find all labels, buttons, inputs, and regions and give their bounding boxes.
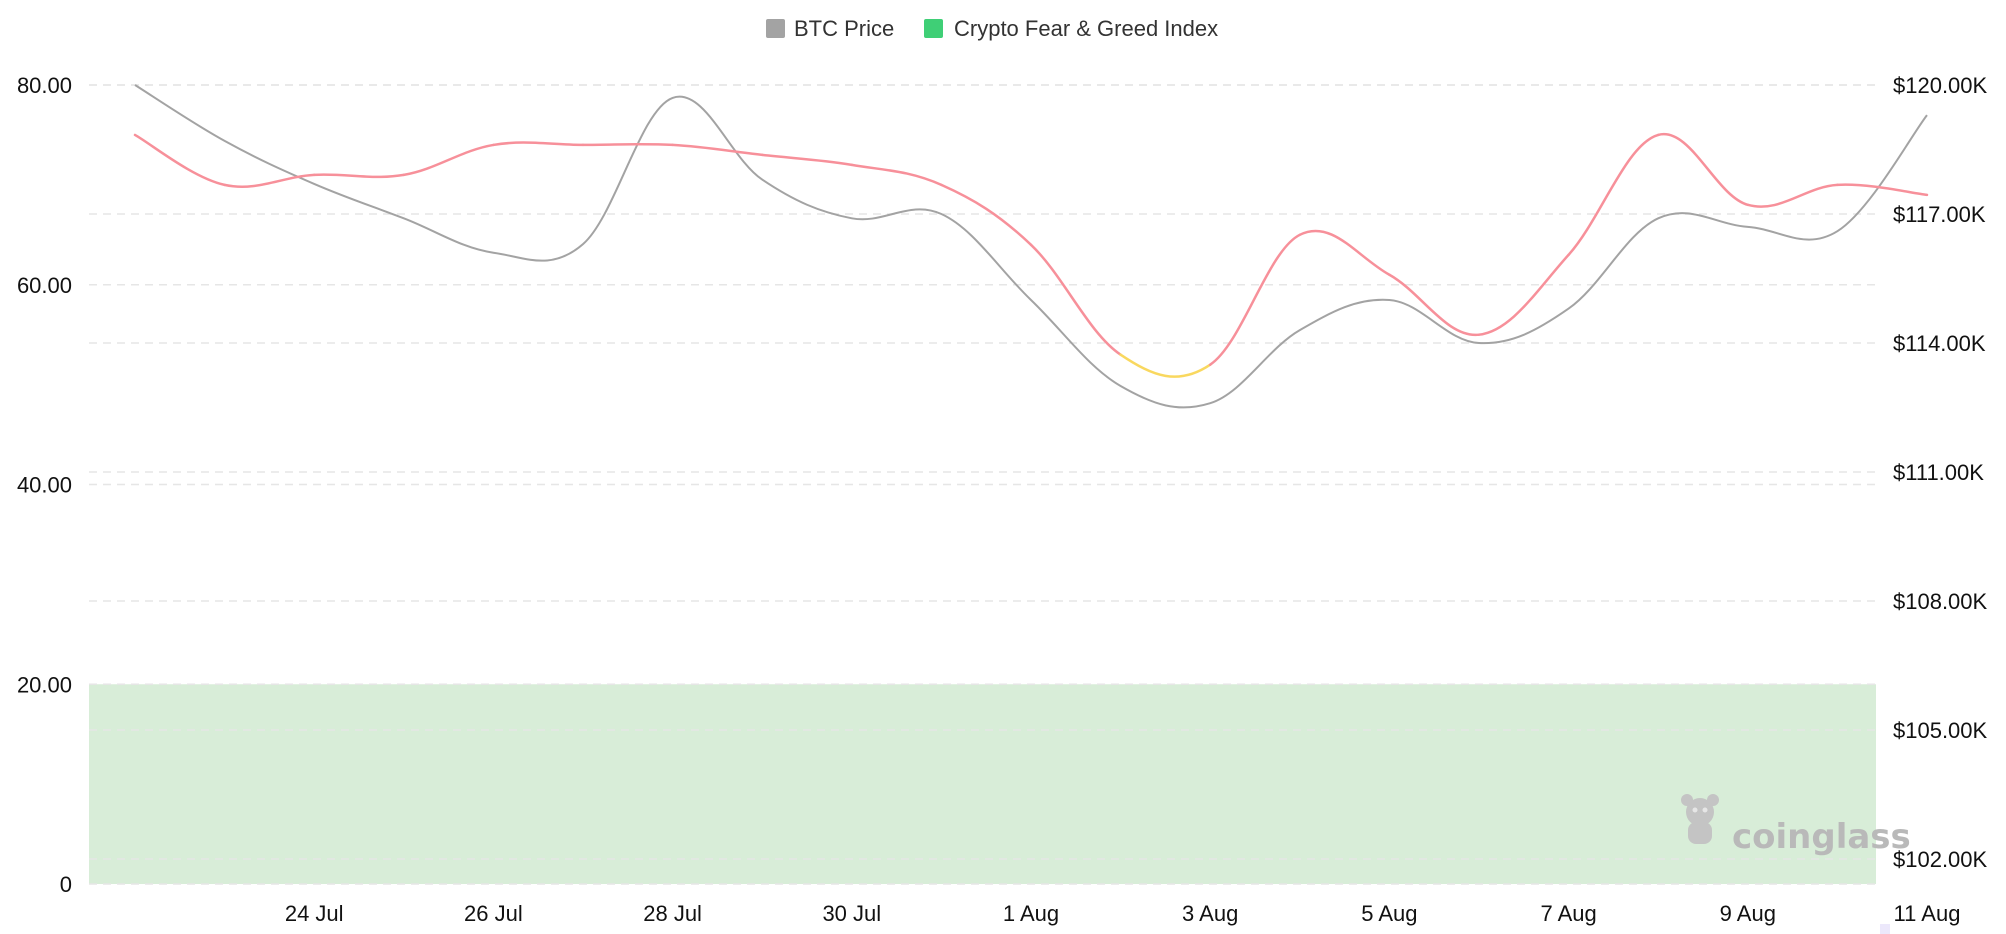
- watermark-text: coinglass: [1732, 817, 1911, 857]
- legend-swatch-fear-greed: [924, 19, 943, 38]
- x-axis: 24 Jul 26 Jul 28 Jul 30 Jul 1 Aug 3 Aug 5 Aug 7…: [285, 901, 1961, 926]
- fear-greed-line-segment: [1119, 353, 1212, 378]
- right-axis: $102.00K $105.00K $108.00K $111.00K $114.00K…: [1893, 73, 1988, 872]
- legend-label-btc-price: BTC Price: [794, 16, 894, 41]
- right-axis-tick-label: $114.00K: [1893, 331, 1986, 356]
- fear-greed-line-segment: [1836, 183, 1929, 197]
- btc-price-series: [134, 84, 1928, 409]
- fear-greed-line-segment: [581, 142, 674, 147]
- fear-zone-band: [89, 684, 1876, 884]
- fear-greed-line-segment: [1567, 133, 1660, 257]
- left-axis-tick-label: 20.00: [17, 672, 72, 697]
- fear-greed-line-segment: [1208, 233, 1302, 366]
- x-axis-tick-label: 24 Jul: [285, 901, 344, 926]
- fear-greed-line-segment: [312, 173, 406, 179]
- fear-greed-line-segment: [760, 153, 854, 167]
- fear-greed-line-segment: [133, 133, 226, 187]
- right-axis-tick-label: $117.00K: [1893, 202, 1986, 227]
- x-axis-tick-label: 7 Aug: [1540, 901, 1596, 926]
- legend-item-btc-price[interactable]: BTC Price: [766, 16, 894, 41]
- fear-greed-line-segment: [402, 143, 495, 177]
- x-axis-tick-label: 3 Aug: [1182, 901, 1238, 926]
- fear-greed-line-segment: [1477, 253, 1570, 336]
- x-axis-tick-label: 26 Jul: [464, 901, 523, 926]
- legend-label-fear-greed: Crypto Fear & Greed Index: [954, 16, 1218, 41]
- right-axis-tick-label: $105.00K: [1893, 718, 1988, 743]
- left-axis-tick-label: 60.00: [17, 273, 72, 298]
- btc-price-line: [134, 84, 1928, 409]
- left-axis: 0 20.00 40.00 60.00 80.00: [17, 73, 72, 897]
- right-gridlines: [89, 84, 1876, 860]
- fear-greed-line-segment: [1029, 243, 1122, 356]
- left-axis-tick-label: 40.00: [17, 473, 72, 498]
- right-axis-tick-label: $108.00K: [1893, 589, 1988, 614]
- right-axis-tick-label: $111.00K: [1893, 460, 1984, 485]
- x-axis-tick-label: 30 Jul: [822, 901, 881, 926]
- fear-greed-series: [133, 133, 1929, 378]
- fear-greed-line-segment: [1656, 133, 1750, 207]
- fear-greed-line-segment: [850, 163, 943, 187]
- x-axis-tick-label: 11 Aug: [1894, 901, 1961, 926]
- fear-greed-line-segment: [671, 143, 764, 157]
- fear-greed-line-segment: [223, 173, 316, 189]
- right-axis-tick-label: $102.00K: [1893, 847, 1988, 872]
- coinglass-logo-icon: [1681, 794, 1719, 844]
- fear-greed-line-segment: [1298, 229, 1391, 277]
- legend-swatch-btc-price: [766, 19, 785, 38]
- corner-marker: [1880, 924, 1890, 934]
- x-axis-tick-label: 28 Jul: [643, 901, 702, 926]
- x-axis-tick-label: 1 Aug: [1003, 901, 1059, 926]
- x-axis-tick-label: 5 Aug: [1361, 901, 1417, 926]
- fear-greed-line-segment: [1746, 183, 1839, 208]
- fear-greed-line-segment: [940, 183, 1033, 247]
- fear-greed-line-segment: [492, 141, 585, 147]
- right-axis-tick-label: $120.00K: [1893, 73, 1988, 98]
- legend-item-fear-greed[interactable]: Crypto Fear & Greed Index: [924, 16, 1218, 41]
- left-axis-tick-label: 0: [60, 872, 72, 897]
- left-axis-tick-label: 80.00: [17, 73, 72, 98]
- legend: BTC Price Crypto Fear & Greed Index: [766, 16, 1218, 41]
- coinglass-watermark: coinglass: [1681, 794, 1911, 857]
- x-axis-tick-label: 9 Aug: [1720, 901, 1776, 926]
- fear-greed-line-segment: [1388, 273, 1481, 336]
